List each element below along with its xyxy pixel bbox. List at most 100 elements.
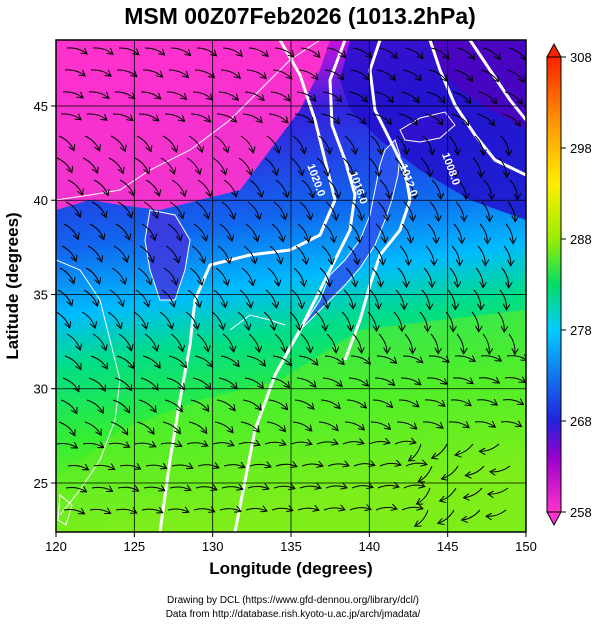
streamline-382 xyxy=(167,509,188,512)
streamline-29 xyxy=(350,69,369,79)
streamline-340 xyxy=(456,443,474,455)
streamline-226 xyxy=(315,311,325,330)
streamline-390 xyxy=(375,507,396,510)
streamline-270 xyxy=(62,377,78,391)
streamline-366 xyxy=(221,487,242,489)
streamline-387 xyxy=(297,508,318,510)
streamline-92 xyxy=(108,157,123,173)
streamline-384 xyxy=(219,509,240,511)
streamline-70 xyxy=(476,113,494,125)
y-axis-title: Latitude (degrees) xyxy=(3,212,22,359)
streamline-135 xyxy=(299,201,311,219)
streamline-98 xyxy=(264,157,277,174)
streamline-145 xyxy=(89,223,104,239)
x-tick-label-135: 135 xyxy=(280,539,302,554)
streamline-187 xyxy=(241,267,253,285)
streamline-122 xyxy=(431,179,441,198)
streamline-12 xyxy=(378,47,397,58)
streamline-247 xyxy=(404,333,413,353)
streamline-158 xyxy=(427,223,436,242)
streamline-282 xyxy=(374,377,394,385)
streamline-347 xyxy=(197,465,218,468)
streamline-289 xyxy=(86,399,103,412)
streamline-274 xyxy=(166,377,184,389)
streamline-386 xyxy=(271,508,292,510)
streamline-136 xyxy=(325,201,336,219)
streamline-170 xyxy=(269,245,281,263)
streamline-310 xyxy=(162,421,180,433)
streamline-315 xyxy=(292,421,311,430)
y-tick-label-40: 40 xyxy=(34,193,48,208)
credit-drawing: Drawing by DCL (https://www.gfd-dennou.o… xyxy=(167,595,419,606)
land-japan xyxy=(300,140,400,330)
streamline-49 xyxy=(400,91,418,102)
colorbar-tick-label-308: 308 xyxy=(570,50,592,65)
streamline-188 xyxy=(267,267,279,285)
streamline-267 xyxy=(454,356,474,361)
y-tick-label-35: 35 xyxy=(34,287,48,302)
streamline-61 xyxy=(242,113,261,122)
streamline-265 xyxy=(402,355,422,362)
streamline-110 xyxy=(119,179,134,195)
streamline-290 xyxy=(112,399,129,412)
streamline-241 xyxy=(248,333,259,351)
colorbar-tick-label-278: 278 xyxy=(570,323,592,338)
streamline-102 xyxy=(368,157,379,175)
streamline-219 xyxy=(133,311,146,328)
streamline-317 xyxy=(344,421,364,429)
streamline-27 xyxy=(298,69,317,79)
streamline-63 xyxy=(294,113,313,123)
x-axis-ticks: 120 125 130 135 140 145 150 xyxy=(45,532,537,554)
streamline-91 xyxy=(82,157,97,172)
streamline-13 xyxy=(404,47,422,58)
streamline-191 xyxy=(345,267,355,286)
x-tick-label-140: 140 xyxy=(358,539,380,554)
streamline-106 xyxy=(472,157,481,176)
x-tick-label-125: 125 xyxy=(123,539,145,554)
streamline-72 xyxy=(58,135,74,150)
streamline-240 xyxy=(222,333,234,351)
streamline-166 xyxy=(165,245,178,262)
streamline-150 xyxy=(219,223,232,240)
streamline-243 xyxy=(300,333,310,352)
streamline-195 xyxy=(449,267,458,287)
streamline-79 xyxy=(240,135,253,152)
streamline-132 xyxy=(221,201,234,218)
x-tick-label-145: 145 xyxy=(437,539,459,554)
streamline-18 xyxy=(64,69,84,75)
streamline-253 xyxy=(90,355,107,368)
streamline-55 xyxy=(86,113,106,120)
streamline-172 xyxy=(321,245,332,263)
streamline-76 xyxy=(162,135,176,151)
streamline-179 xyxy=(503,245,511,265)
streamline-8 xyxy=(274,47,293,56)
streamline-313 xyxy=(240,421,259,431)
streamline-139 xyxy=(403,201,413,220)
streamline-134 xyxy=(273,201,285,219)
streamline-131 xyxy=(195,201,208,218)
streamline-50 xyxy=(426,91,444,102)
streamline-323 xyxy=(500,422,521,426)
streamline-147 xyxy=(141,223,155,239)
streamline-6 xyxy=(222,47,242,56)
streamline-312 xyxy=(214,421,232,432)
streamline-121 xyxy=(405,179,415,198)
streamline-42 xyxy=(218,91,238,100)
streamline-86 xyxy=(422,135,432,154)
streamline-57 xyxy=(138,113,158,120)
streamline-45 xyxy=(296,91,315,101)
streamline-217 xyxy=(81,311,95,327)
streamline-362 xyxy=(117,487,138,490)
streamline-138 xyxy=(377,201,387,220)
x-tick-label-130: 130 xyxy=(202,539,224,554)
streamline-324 xyxy=(56,444,77,448)
streamline-344 xyxy=(119,465,140,468)
streamline-127 xyxy=(91,201,106,217)
streamline-108 xyxy=(67,179,82,194)
streamline-369 xyxy=(299,486,320,488)
streamline-171 xyxy=(295,245,306,263)
streamline-357 xyxy=(442,465,459,479)
streamline-88 xyxy=(474,135,483,154)
streamline-372 xyxy=(377,485,398,488)
streamline-40 xyxy=(166,91,186,99)
